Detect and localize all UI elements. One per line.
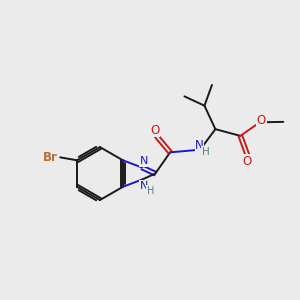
Text: H: H: [202, 146, 209, 157]
Text: Br: Br: [43, 151, 58, 164]
Text: N: N: [195, 139, 204, 152]
Text: O: O: [243, 154, 252, 168]
Text: N: N: [140, 181, 148, 191]
Text: O: O: [257, 114, 266, 127]
Text: N: N: [140, 156, 148, 166]
Text: H: H: [147, 186, 154, 196]
Text: O: O: [150, 124, 160, 137]
